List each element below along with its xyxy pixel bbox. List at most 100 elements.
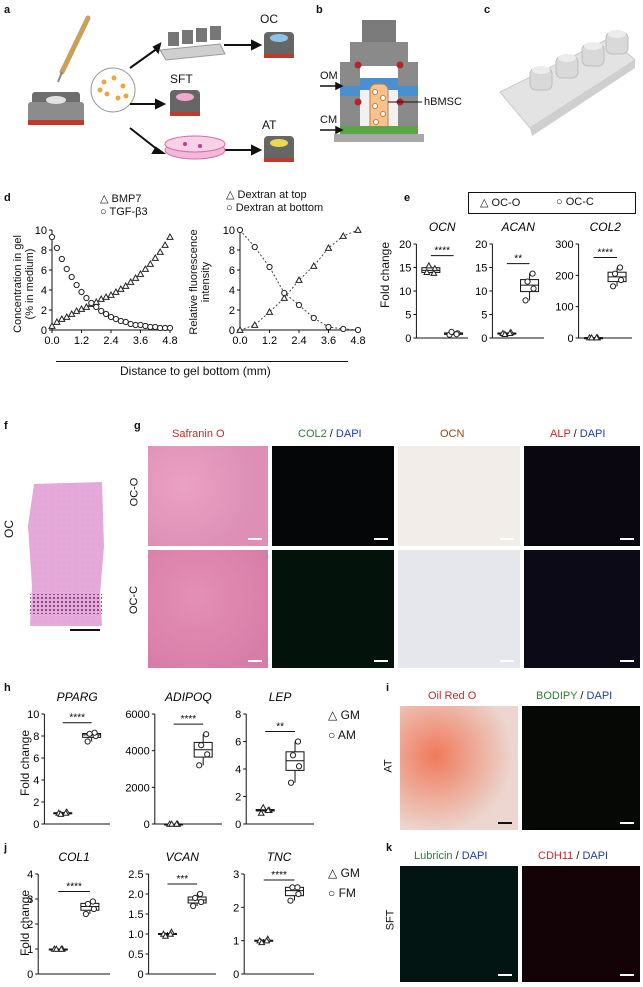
chart-title: VCAN (166, 850, 200, 864)
y-tick-label: 0 (144, 819, 150, 831)
legend-h-1: △ GM (328, 708, 360, 722)
data-point (310, 314, 317, 322)
legend-d-left-1: △ BMP7 (100, 193, 142, 205)
data-point (251, 243, 258, 251)
legend-circle-icon: ○ (328, 886, 336, 900)
legend-d-left-2: ○ TGF-β3 (100, 206, 148, 218)
g-row-2: OC-C (128, 585, 141, 615)
y-tick-label: 0.5 (128, 949, 143, 961)
data-point (265, 307, 274, 315)
data-point (198, 742, 205, 749)
data-point (97, 294, 106, 302)
data-point (192, 894, 199, 902)
data-point (131, 273, 140, 281)
scale-bar (500, 660, 514, 662)
chart-title: LEP (269, 690, 292, 704)
scale-bar (498, 974, 512, 976)
panel-letter-c: c (484, 4, 491, 16)
data-point (57, 314, 66, 322)
at-well-icon (264, 136, 294, 162)
y-tick-label: 6 (41, 265, 47, 277)
panel-letter-e: e (404, 192, 411, 204)
label-hbmsc: hBMSC (424, 96, 462, 108)
data-point (501, 330, 509, 337)
data-point (102, 310, 110, 318)
data-point (57, 945, 65, 952)
panel-f-histology (28, 482, 104, 631)
data-point (287, 897, 294, 904)
data-point (524, 278, 531, 285)
x-tick-label: 3.6 (321, 335, 336, 347)
data-point (84, 900, 91, 908)
y-tick-label: 100 (555, 302, 573, 314)
micrograph-cdh11 (522, 866, 640, 982)
data-point (68, 273, 75, 281)
y-tick-label: 1.0 (128, 929, 143, 941)
data-point (295, 763, 303, 770)
y-tick-label: 2.0 (128, 889, 143, 901)
data-point (295, 890, 302, 898)
chart-title: TNC (267, 850, 292, 864)
y-tick-label: 0 (41, 325, 47, 337)
data-point (587, 333, 596, 341)
data-point (141, 264, 150, 272)
data-point (72, 306, 81, 314)
data-point (73, 281, 80, 289)
e-ylabel: Fold change (378, 241, 393, 309)
legend-j-2: ○ FM (328, 886, 356, 900)
y-tick-label: 10 (399, 286, 411, 298)
data-point (84, 738, 91, 745)
chart-title: ADIPOQ (164, 690, 212, 704)
panel-letter-i: i (386, 682, 390, 694)
data-point (146, 259, 155, 267)
data-point (617, 276, 625, 284)
data-point (611, 270, 619, 277)
y-tick-label: 0 (481, 333, 487, 345)
data-point (287, 779, 295, 786)
legend-d-right-2: ○ Dextran at bottom (226, 202, 324, 214)
y-tick-label: 2 (41, 305, 47, 317)
y-tick-label: 6 (33, 753, 39, 765)
scale-bar (500, 538, 514, 540)
d-right-ylabel: Relative fluorescence intensity (188, 229, 212, 335)
data-point (354, 326, 362, 334)
data-point (196, 762, 203, 769)
y-tick-label: 8 (229, 245, 235, 257)
x-tick-label: 0.0 (232, 335, 247, 347)
legend-d-right-1: △ Dextran at top (226, 189, 307, 201)
legend-triangle-icon: △ (226, 189, 235, 201)
y-tick-label: 200 (555, 270, 573, 282)
data-point (259, 803, 267, 811)
y-tick-label: 0 (405, 333, 411, 345)
scale-bar (620, 538, 634, 540)
y-tick-label: 15 (475, 263, 487, 275)
data-point (250, 320, 259, 328)
data-point (83, 294, 90, 302)
y-tick-label: 4000 (125, 746, 149, 758)
y-tick-label: 2.5 (128, 869, 143, 881)
x-tick-label: 4.8 (162, 335, 177, 347)
legend-circle-icon: ○ (556, 196, 563, 208)
y-tick-label: 2000 (125, 782, 149, 794)
data-point (52, 945, 60, 952)
data-point (82, 910, 89, 918)
data-point (89, 898, 96, 905)
bioreactor-icon (28, 92, 84, 125)
y-tick-label: 3 (27, 894, 33, 906)
y-tick-label: 4 (33, 775, 39, 787)
y-tick-label: 2 (235, 792, 241, 804)
legend-e-2: ○ OC-C (556, 196, 594, 208)
data-point (86, 730, 93, 737)
y-tick-label: 6 (229, 265, 235, 277)
data-point (190, 902, 197, 910)
label-cm: CM (320, 114, 338, 126)
data-point (324, 243, 333, 251)
data-point (161, 932, 170, 939)
data-point (151, 253, 160, 261)
g-row-1: OC-O (128, 477, 141, 507)
data-point (423, 268, 431, 275)
label-sft: SFT (170, 72, 193, 86)
chart-e-ocn: OCN 0 5 10 15 20 **** (399, 220, 468, 345)
panel-c-device (499, 30, 636, 136)
label-at: AT (262, 118, 277, 132)
